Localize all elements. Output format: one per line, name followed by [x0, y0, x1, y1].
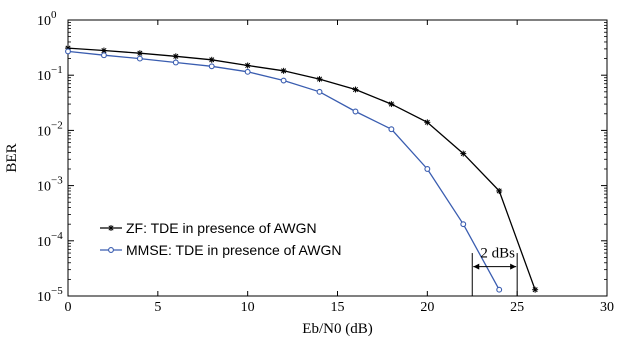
data-point-1 — [532, 286, 539, 293]
data-point-2 — [352, 108, 359, 115]
annotation-arrowhead-right — [510, 263, 517, 270]
data-point-1 — [100, 47, 107, 54]
data-point-2 — [496, 286, 503, 293]
data-point-2 — [460, 221, 467, 228]
y-tick-label: 100 — [37, 9, 57, 29]
x-tick-label: 30 — [600, 300, 614, 315]
data-point-2 — [136, 55, 143, 62]
data-point-2 — [280, 77, 287, 84]
data-point-1 — [208, 56, 215, 63]
legend-marker-2 — [108, 247, 114, 253]
data-point-1 — [280, 67, 287, 74]
x-tick-label: 20 — [420, 300, 434, 315]
x-tick-label: 0 — [65, 300, 72, 315]
y-axis-label-text: BER — [4, 143, 20, 172]
data-point-2 — [65, 48, 71, 55]
data-point-2 — [388, 126, 395, 133]
x-tick-label: 10 — [241, 300, 255, 315]
data-point-1 — [388, 101, 395, 108]
data-point-2 — [208, 63, 215, 70]
series-line-1 — [67, 47, 536, 290]
y-tick-label: 10−3 — [37, 175, 63, 195]
data-point-2 — [100, 52, 107, 59]
data-point-2 — [172, 59, 179, 66]
x-tick-label: 15 — [331, 300, 345, 315]
data-point-1 — [496, 187, 503, 194]
annotation-label: 2 dBs — [480, 246, 515, 262]
y-axis-label: BER — [4, 143, 20, 172]
data-point-2 — [424, 166, 431, 172]
data-point-1 — [172, 53, 179, 60]
x-axis-label: Eb/N0 (dB) — [302, 321, 372, 337]
x-tick-label: 25 — [510, 300, 524, 315]
y-tick-label: 10−2 — [37, 119, 63, 139]
data-point-1 — [352, 86, 359, 93]
data-point-1 — [460, 150, 467, 157]
data-point-1 — [136, 50, 143, 57]
x-tick-label: 5 — [154, 300, 161, 315]
data-point-1 — [424, 119, 431, 126]
y-tick-label: 10−5 — [37, 285, 63, 305]
legend-marker-1 — [108, 225, 114, 231]
plot-area: 0 5 10 15 20 25 30 100 10−1 10−2 10−3 10−4 10−5 2 dBs… — [37, 9, 614, 315]
y-tick-label: 10−1 — [37, 64, 63, 84]
data-point-2 — [316, 88, 323, 95]
data-point-1 — [244, 62, 251, 69]
data-point-2 — [244, 68, 251, 75]
legend-label-1: ZF: TDE in presence of AWGN — [126, 220, 317, 236]
data-point-1 — [316, 76, 323, 83]
annotation-arrowhead-left — [473, 263, 480, 270]
legend-label-2: MMSE: TDE in presence of AWGN — [126, 242, 342, 258]
y-tick-label: 10−4 — [37, 230, 63, 250]
